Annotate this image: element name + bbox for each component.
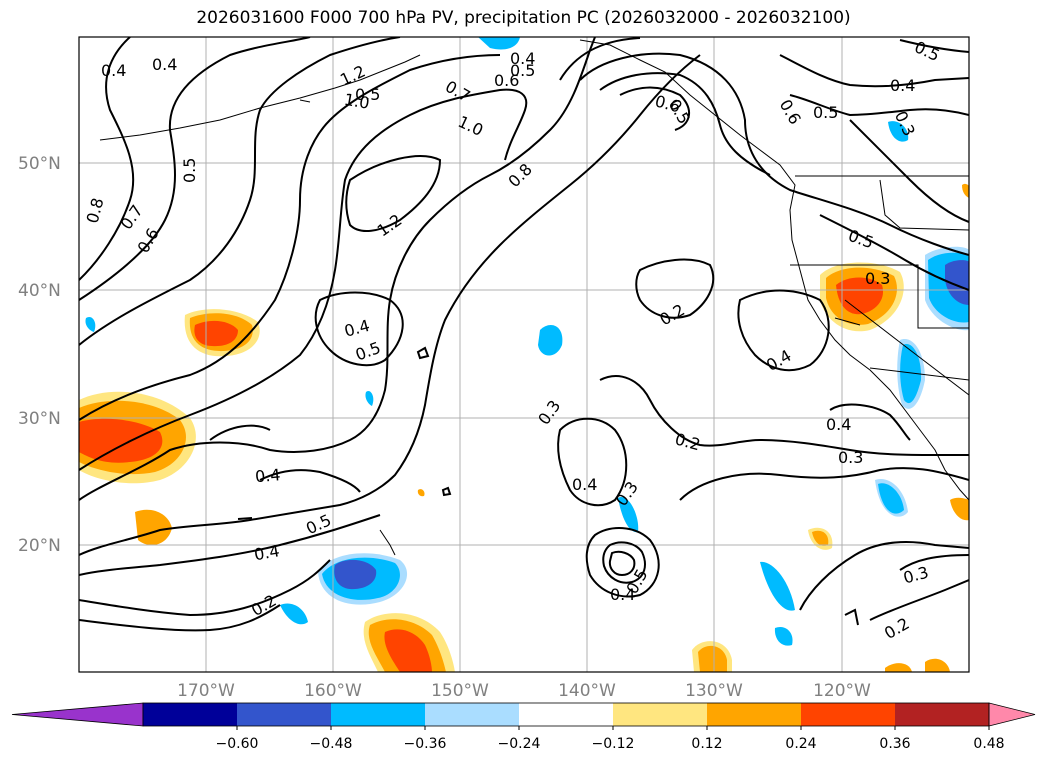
graticule	[79, 37, 969, 672]
pv-contours	[79, 37, 969, 632]
contour-label: 0.6	[494, 71, 519, 90]
contour-label: 0.4	[152, 55, 177, 74]
latitude-labels: 50°N 40°N 30°N 20°N	[18, 154, 61, 556]
contour-label: 0.5	[355, 85, 380, 104]
contour-label: 0.4	[510, 49, 535, 68]
colorbar-swatch	[707, 703, 802, 726]
colorbar-swatch	[143, 703, 238, 726]
lat-label: 40°N	[18, 281, 61, 301]
contour-label: 0.5	[912, 37, 943, 65]
lon-label: 150°W	[431, 681, 489, 701]
colorbar: −0.60 −0.48 −0.36 −0.24 −0.12 0.12 0.24 0.36 0.4…	[11, 702, 1036, 752]
lat-label: 50°N	[18, 154, 61, 174]
colorbar-tick-label: 0.48	[973, 736, 1004, 752]
lon-label: 140°W	[558, 681, 616, 701]
contour-label: 0.3	[865, 269, 890, 288]
contour-label: 0.2	[673, 429, 703, 454]
contour-label: 0.2	[656, 300, 688, 329]
contour-label: 1.0	[343, 90, 371, 113]
contour-label: 0.3	[838, 448, 863, 467]
contour-label: 0.2	[881, 614, 913, 643]
contour-label: 0.5	[813, 103, 838, 122]
colorbar-swatch	[801, 703, 896, 726]
longitude-labels: 170°W 160°W 150°W 140°W 130°W 120°W	[177, 681, 871, 701]
contour-label: 0.4	[610, 585, 635, 604]
contour-label: 0.5	[353, 338, 383, 365]
coastlines	[99, 39, 969, 556]
colorbar-frame	[142, 702, 990, 727]
colorbar-tick-label: 0.12	[691, 736, 722, 752]
contour-label: 0.7	[117, 201, 147, 233]
lat-label: 20°N	[18, 536, 61, 556]
colorbar-tick-label: −0.36	[404, 736, 447, 752]
colorbar-swatch	[519, 703, 614, 726]
colorbar-swatch	[895, 703, 990, 726]
colorbar-extend-high	[988, 702, 1036, 727]
precipitation-shading	[79, 37, 969, 672]
contour-label: 0.4	[254, 465, 281, 486]
contour-label: 0.4	[826, 415, 851, 434]
colorbar-tick-label: −0.12	[592, 736, 635, 752]
contour-label: 0.6	[776, 96, 805, 128]
contour-label: 0.4	[101, 61, 126, 80]
colorbar-tick-label: 0.36	[879, 736, 910, 752]
contour-label: 0.2	[248, 591, 280, 620]
lon-label: 160°W	[304, 681, 362, 701]
colorbar-tick-label: −0.60	[216, 736, 259, 752]
contour-label: 0.4	[572, 475, 597, 494]
contour-label: 0.5	[510, 61, 535, 80]
contour-label: 1.2	[374, 210, 406, 240]
lat-label: 30°N	[18, 409, 61, 429]
lon-label: 120°W	[813, 681, 871, 701]
map-frame	[78, 36, 970, 673]
colorbar-swatch	[425, 703, 520, 726]
contour-label: 0.3	[612, 478, 642, 510]
contour-label: 0.6	[653, 91, 683, 116]
contour-label: 0.5	[180, 158, 199, 183]
contour-label: 0.8	[83, 196, 108, 226]
colorbar-tick-label: −0.48	[310, 736, 353, 752]
contour-label: 0.4	[342, 316, 372, 341]
colorbar-swatch	[237, 703, 332, 726]
map-title: 2026031600 F000 700 hPa PV, precipitatio…	[196, 8, 851, 28]
colorbar-extend-low	[11, 702, 144, 727]
contour-label: 0.5	[303, 510, 334, 538]
contour-label: 0.4	[253, 541, 281, 564]
colorbar-swatch	[613, 703, 708, 726]
lon-label: 170°W	[177, 681, 235, 701]
contour-label: 0.5	[846, 226, 876, 253]
colorbar-tick-label: 0.24	[785, 736, 816, 752]
contour-label: 0.3	[534, 397, 564, 429]
contour-label: 0.4	[890, 76, 915, 95]
colorbar-swatch	[331, 703, 426, 726]
colorbar-tick-label: −0.24	[498, 736, 541, 752]
lon-label: 130°W	[685, 681, 743, 701]
